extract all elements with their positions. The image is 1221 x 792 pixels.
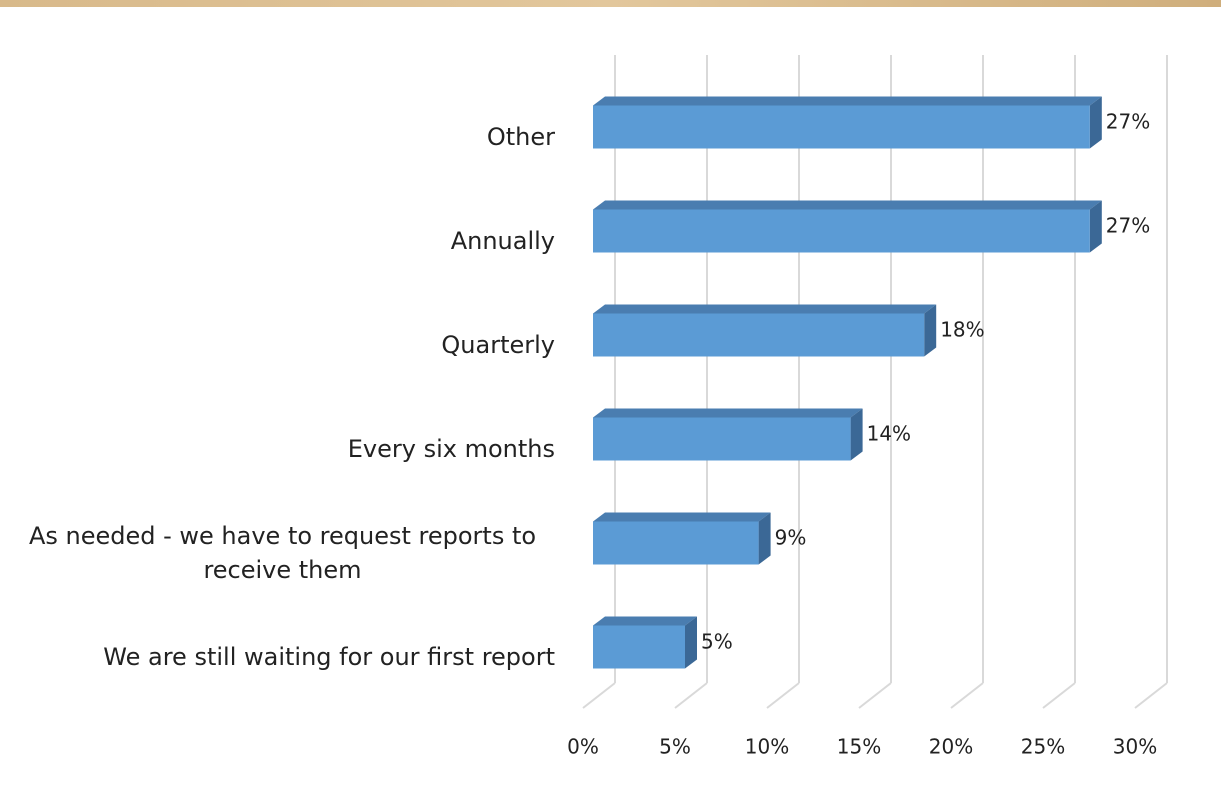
bar xyxy=(593,521,759,565)
x-tick-label: 25% xyxy=(1021,735,1065,759)
data-label: 27% xyxy=(1106,214,1150,238)
top-border xyxy=(0,0,1221,7)
bar-top xyxy=(593,408,863,418)
category-label-box: We are still waiting for our first repor… xyxy=(0,640,555,674)
bar-side xyxy=(850,408,863,461)
data-label: 18% xyxy=(940,318,984,342)
bar-top xyxy=(593,96,1102,106)
bar-side xyxy=(1089,200,1102,253)
bar-top xyxy=(593,512,771,522)
grid-floor-line xyxy=(766,682,800,709)
bar-side xyxy=(1089,96,1102,149)
data-label: 9% xyxy=(775,526,807,550)
category-label-box: Quarterly xyxy=(0,328,555,362)
bar-side xyxy=(924,304,937,357)
bar-top xyxy=(593,616,697,626)
x-tick-label: 5% xyxy=(659,735,691,759)
bar xyxy=(593,105,1090,149)
bar-side xyxy=(685,616,697,669)
bar xyxy=(593,313,925,357)
y-tick-label: Every six months xyxy=(347,435,555,463)
x-tick-label: 30% xyxy=(1113,735,1157,759)
y-tick-label: Other xyxy=(486,123,555,151)
bar xyxy=(593,417,851,461)
data-label: 27% xyxy=(1106,110,1150,134)
x-tick-label: 10% xyxy=(745,735,789,759)
category-label-box: Every six months xyxy=(0,432,555,466)
y-tick-label: Quarterly xyxy=(441,331,555,359)
bar-top xyxy=(593,200,1102,210)
grid-floor-line xyxy=(582,682,616,709)
y-tick-label: We are still waiting for our first repor… xyxy=(103,643,555,671)
grid-floor-line xyxy=(1134,682,1168,709)
y-tick-label: Annually xyxy=(450,227,555,255)
grid-floor-line xyxy=(858,682,892,709)
category-label-box: Other xyxy=(0,120,555,154)
y-tick-label: As needed - we have to request reports t… xyxy=(28,522,537,584)
category-label-box: Annually xyxy=(0,224,555,258)
bar-side xyxy=(758,512,771,565)
data-label: 5% xyxy=(701,630,733,654)
x-tick-label: 20% xyxy=(929,735,973,759)
grid-floor-line xyxy=(1042,682,1076,709)
bar-top xyxy=(593,304,937,314)
bar xyxy=(593,625,685,669)
bar xyxy=(593,209,1090,253)
x-tick-label: 15% xyxy=(837,735,881,759)
x-tick-label: 0% xyxy=(567,735,599,759)
category-label-box: As needed - we have to request reports t… xyxy=(0,519,555,587)
grid-floor-line xyxy=(950,682,984,709)
data-label: 14% xyxy=(867,422,911,446)
grid-floor-line xyxy=(674,682,708,709)
